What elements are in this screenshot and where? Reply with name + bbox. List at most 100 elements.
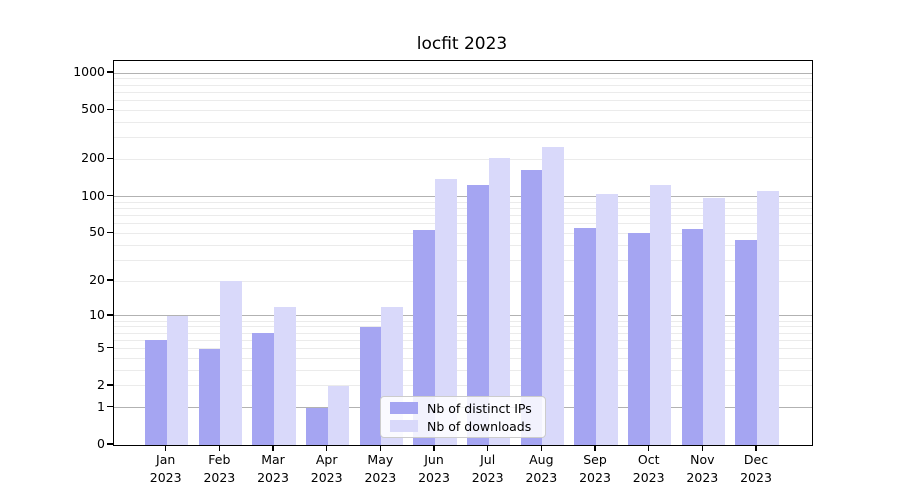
x-tick-mark-oct: [647, 445, 650, 451]
legend-label-downloads: Nb of downloads: [427, 418, 532, 434]
gridline-minor-300: [114, 137, 812, 139]
bar-ips-jun: [413, 230, 435, 445]
x-tick-mark-may: [379, 445, 382, 451]
x-tick-mark-jul: [486, 445, 489, 451]
y-tick-label-2: 2: [97, 376, 105, 392]
bar-downloads-mar: [274, 306, 296, 445]
gridline-minor-9: [114, 320, 812, 322]
bar-downloads-dec: [757, 191, 779, 445]
gridline-minor-80: [114, 207, 812, 209]
x-tick-label-apr: Apr 2023: [310, 452, 343, 485]
gridline-minor-60: [114, 223, 812, 225]
x-tick-mark-jun: [433, 445, 435, 451]
bar-ips-jan: [145, 340, 167, 445]
y-tick-mark-50: [107, 231, 113, 233]
y-tick-label-100: 100: [81, 187, 105, 203]
gridline-minor-7: [114, 332, 812, 334]
gridline-minor-50: [114, 232, 812, 234]
y-tick-mark-2: [107, 384, 113, 386]
y-tick-mark-500: [107, 108, 113, 110]
gridline-minor-70: [114, 214, 812, 216]
gridline-minor-900: [114, 78, 812, 80]
gridline-minor-400: [114, 121, 812, 123]
y-tick-mark-10: [107, 314, 113, 316]
y-tick-label-1: 1: [97, 398, 105, 414]
x-tick-label-may: May 2023: [364, 452, 397, 485]
gridline-minor-30: [114, 259, 812, 261]
gridline-minor-3: [114, 369, 812, 371]
gridline-minor-5: [114, 348, 812, 350]
x-tick-mark-jan: [165, 445, 167, 451]
plot-area: [113, 60, 813, 446]
x-tick-label-jul: Jul 2023: [471, 452, 504, 485]
x-tick-label-aug: Aug 2023: [525, 452, 558, 485]
legend-label-distinct-ips: Nb of distinct IPs: [427, 400, 532, 416]
x-tick-mark-aug: [540, 445, 543, 451]
gridline-major-1000: [114, 72, 812, 74]
x-tick-mark-feb: [218, 445, 221, 451]
y-tick-mark-20: [107, 279, 113, 281]
x-tick-label-dec: Dec 2023: [740, 452, 772, 485]
bar-downloads-oct: [649, 184, 672, 445]
x-tick-mark-sep: [594, 445, 596, 451]
y-tick-mark-1: [107, 405, 113, 408]
bar-ips-jul: [466, 184, 489, 445]
bar-ips-may: [359, 326, 382, 445]
x-tick-mark-dec: [755, 445, 757, 451]
bar-downloads-feb: [220, 281, 243, 445]
x-tick-label-feb: Feb 2023: [203, 452, 236, 485]
legend-item-distinct-ips: Nb of distinct IPs: [390, 401, 545, 416]
x-tick-label-jan: Jan 2023: [149, 452, 182, 485]
bar-downloads-jun: [435, 178, 457, 445]
bar-ips-apr: [305, 407, 328, 445]
gridline-minor-8: [114, 326, 812, 328]
bar-ips-feb: [198, 348, 221, 445]
bar-downloads-apr: [327, 385, 350, 445]
y-tick-label-500: 500: [81, 101, 105, 117]
legend-swatch-downloads: [390, 420, 418, 432]
x-tick-mark-apr: [325, 445, 328, 451]
x-tick-label-mar: Mar 2023: [257, 452, 289, 485]
x-tick-label-jun: Jun 2023: [418, 452, 450, 485]
bar-ips-oct: [627, 233, 650, 445]
y-tick-label-50: 50: [89, 224, 105, 240]
y-tick-mark-1000: [107, 71, 113, 73]
chart-title: locfit 2023: [416, 34, 508, 54]
x-tick-label-oct: Oct 2023: [632, 452, 665, 485]
bar-ips-aug: [520, 169, 543, 445]
y-tick-label-1000: 1000: [73, 64, 105, 79]
bar-ips-sep: [574, 228, 596, 445]
gridline-minor-700: [114, 91, 812, 93]
bar-downloads-aug: [542, 147, 565, 445]
gridline-major-100: [114, 196, 812, 197]
y-tick-mark-0: [107, 443, 113, 445]
bar-downloads-nov: [703, 197, 726, 445]
bar-downloads-jan: [166, 315, 189, 445]
legend: Nb of distinct IPs Nb of downloads: [380, 396, 546, 438]
legend-item-downloads: Nb of downloads: [390, 419, 545, 434]
y-tick-mark-100: [107, 194, 113, 197]
y-tick-label-20: 20: [89, 272, 105, 288]
gridline-minor-90: [114, 201, 812, 203]
gridline-minor-4: [114, 357, 812, 359]
x-tick-mark-mar: [272, 445, 274, 451]
bar-ips-mar: [252, 333, 274, 445]
x-tick-mark-nov: [701, 445, 704, 451]
bar-ips-dec: [735, 240, 757, 445]
y-tick-mark-5: [107, 346, 113, 349]
y-tick-label-5: 5: [97, 339, 105, 355]
gridline-minor-20: [114, 280, 812, 282]
gridline-minor-800: [114, 84, 812, 86]
gridline-minor-40: [114, 244, 812, 246]
bar-downloads-sep: [596, 193, 618, 445]
gridline-minor-600: [114, 99, 812, 101]
bar-downloads-jul: [488, 158, 511, 445]
y-tick-label-0: 0: [97, 436, 105, 451]
y-tick-label-10: 10: [89, 306, 105, 322]
bar-ips-nov: [681, 229, 704, 445]
gridline-minor-6: [114, 339, 812, 341]
gridline-minor-200: [114, 158, 812, 160]
y-tick-label-200: 200: [81, 150, 105, 166]
gridline-minor-2: [114, 385, 812, 387]
